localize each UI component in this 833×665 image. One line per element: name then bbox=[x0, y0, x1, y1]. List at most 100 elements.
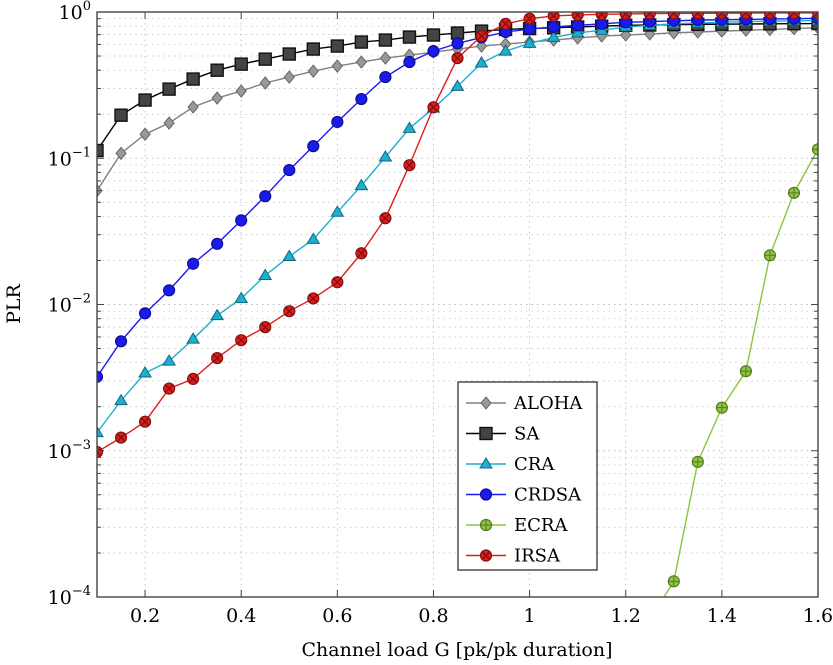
point-ecra bbox=[644, 614, 655, 625]
point-irsa-glyph bbox=[549, 12, 558, 21]
series-ecra bbox=[644, 143, 818, 625]
x-tick-label: 0.6 bbox=[322, 605, 352, 627]
point-cra bbox=[186, 332, 201, 344]
point-crdsa bbox=[451, 37, 464, 50]
point-sa bbox=[138, 93, 152, 107]
point-ecra-glyph bbox=[813, 144, 818, 155]
point-irsa bbox=[667, 12, 680, 20]
point-aloha bbox=[331, 59, 343, 73]
point-cra bbox=[522, 36, 537, 48]
point-aloha bbox=[355, 55, 368, 69]
point-crdsa bbox=[235, 214, 248, 227]
point-cra bbox=[354, 178, 369, 191]
point-sa bbox=[162, 82, 176, 96]
y-tick-label: 10−1 bbox=[48, 145, 91, 170]
point-cra bbox=[306, 232, 321, 244]
point-cra bbox=[378, 150, 393, 162]
point-cra bbox=[210, 308, 225, 321]
point-irsa-glyph bbox=[333, 278, 342, 287]
point-irsa-glyph bbox=[669, 12, 678, 18]
point-crdsa bbox=[163, 284, 176, 297]
point-crdsa bbox=[571, 19, 584, 32]
axes: 100 10−1 10−2 10−3 10−4 0.2 0.4 0.6 0.8 1 1.2 1.4 1.… bbox=[48, 0, 833, 627]
legend-label: IRSA bbox=[514, 546, 561, 567]
y-tick-label: 10−3 bbox=[48, 438, 91, 463]
point-cra bbox=[546, 30, 561, 42]
point-sa bbox=[450, 26, 465, 40]
point-aloha bbox=[163, 116, 175, 130]
point-irsa-glyph bbox=[140, 417, 150, 426]
point-irsa-glyph bbox=[813, 12, 818, 18]
point-ecra-glyph bbox=[668, 576, 679, 587]
point-cra bbox=[570, 25, 585, 38]
point-irsa bbox=[97, 445, 104, 459]
point-irsa-glyph bbox=[645, 12, 654, 18]
point-ecra-glyph bbox=[764, 250, 775, 261]
point-aloha bbox=[259, 76, 271, 90]
point-crdsa bbox=[307, 140, 320, 153]
point-cra bbox=[330, 205, 345, 217]
point-irsa-glyph bbox=[405, 161, 414, 170]
point-irsa-glyph bbox=[188, 374, 198, 384]
point-irsa-glyph bbox=[741, 12, 751, 18]
point-crdsa bbox=[138, 307, 152, 320]
point-irsa-glyph bbox=[237, 336, 246, 345]
line-ecra bbox=[663, 149, 818, 597]
point-irsa-glyph bbox=[453, 53, 462, 63]
point-cra bbox=[474, 56, 489, 68]
point-sa bbox=[378, 33, 393, 47]
point-irsa-glyph bbox=[597, 12, 606, 19]
point-crdsa bbox=[427, 45, 440, 58]
point-ecra-glyph bbox=[692, 456, 703, 467]
series-irsa bbox=[97, 12, 818, 459]
point-irsa-glyph bbox=[501, 19, 510, 29]
point-crdsa bbox=[187, 257, 200, 270]
point-irsa-glyph bbox=[429, 103, 438, 112]
point-crdsa bbox=[355, 92, 368, 106]
point-irsa-glyph bbox=[164, 384, 174, 393]
point-irsa bbox=[643, 12, 656, 20]
legend-item-irsa: IRSA bbox=[466, 546, 561, 567]
point-sa bbox=[97, 143, 104, 158]
point-cra bbox=[402, 121, 417, 133]
point-crdsa bbox=[403, 55, 416, 69]
x-tick-label: 1.6 bbox=[803, 605, 833, 627]
x-axis-label: Channel load G [pk/pk duration] bbox=[301, 639, 612, 661]
point-irsa bbox=[595, 12, 608, 21]
point-irsa-glyph bbox=[285, 307, 294, 316]
legend-label: SA bbox=[514, 424, 540, 445]
point-cra bbox=[450, 79, 465, 91]
point-crdsa bbox=[379, 70, 392, 84]
point-aloha bbox=[187, 100, 199, 114]
x-tick-label: 1.2 bbox=[611, 605, 641, 627]
series-cra bbox=[97, 13, 818, 438]
series-group bbox=[97, 12, 818, 625]
y-axis-label: PLR bbox=[3, 283, 25, 323]
point-crdsa bbox=[283, 163, 296, 177]
point-crdsa bbox=[331, 115, 344, 129]
legend-label: CRDSA bbox=[514, 485, 582, 506]
point-irsa bbox=[739, 12, 752, 20]
point-sa bbox=[210, 63, 224, 77]
point-ecra-glyph bbox=[645, 615, 655, 625]
point-sa bbox=[402, 30, 417, 44]
y-tick-label: 10−2 bbox=[48, 292, 91, 317]
point-ecra-glyph bbox=[740, 366, 751, 377]
x-tick-label: 0.4 bbox=[226, 605, 256, 627]
point-irsa-glyph bbox=[381, 214, 390, 223]
point-crdsa bbox=[523, 22, 536, 36]
point-sa bbox=[354, 35, 369, 49]
point-irsa-glyph bbox=[765, 12, 775, 18]
point-ecra-glyph bbox=[788, 187, 799, 198]
point-irsa-glyph bbox=[357, 249, 366, 258]
point-sa bbox=[258, 52, 272, 66]
point-sa bbox=[306, 42, 320, 56]
legend-marker bbox=[480, 396, 492, 410]
point-sa bbox=[114, 108, 128, 122]
point-aloha bbox=[115, 146, 127, 161]
y-tick-label: 100 bbox=[59, 0, 91, 24]
legend-item-crdsa: CRDSA bbox=[466, 485, 582, 506]
point-irsa-glyph bbox=[97, 447, 102, 457]
point-aloha bbox=[379, 51, 392, 65]
point-crdsa bbox=[547, 20, 560, 34]
